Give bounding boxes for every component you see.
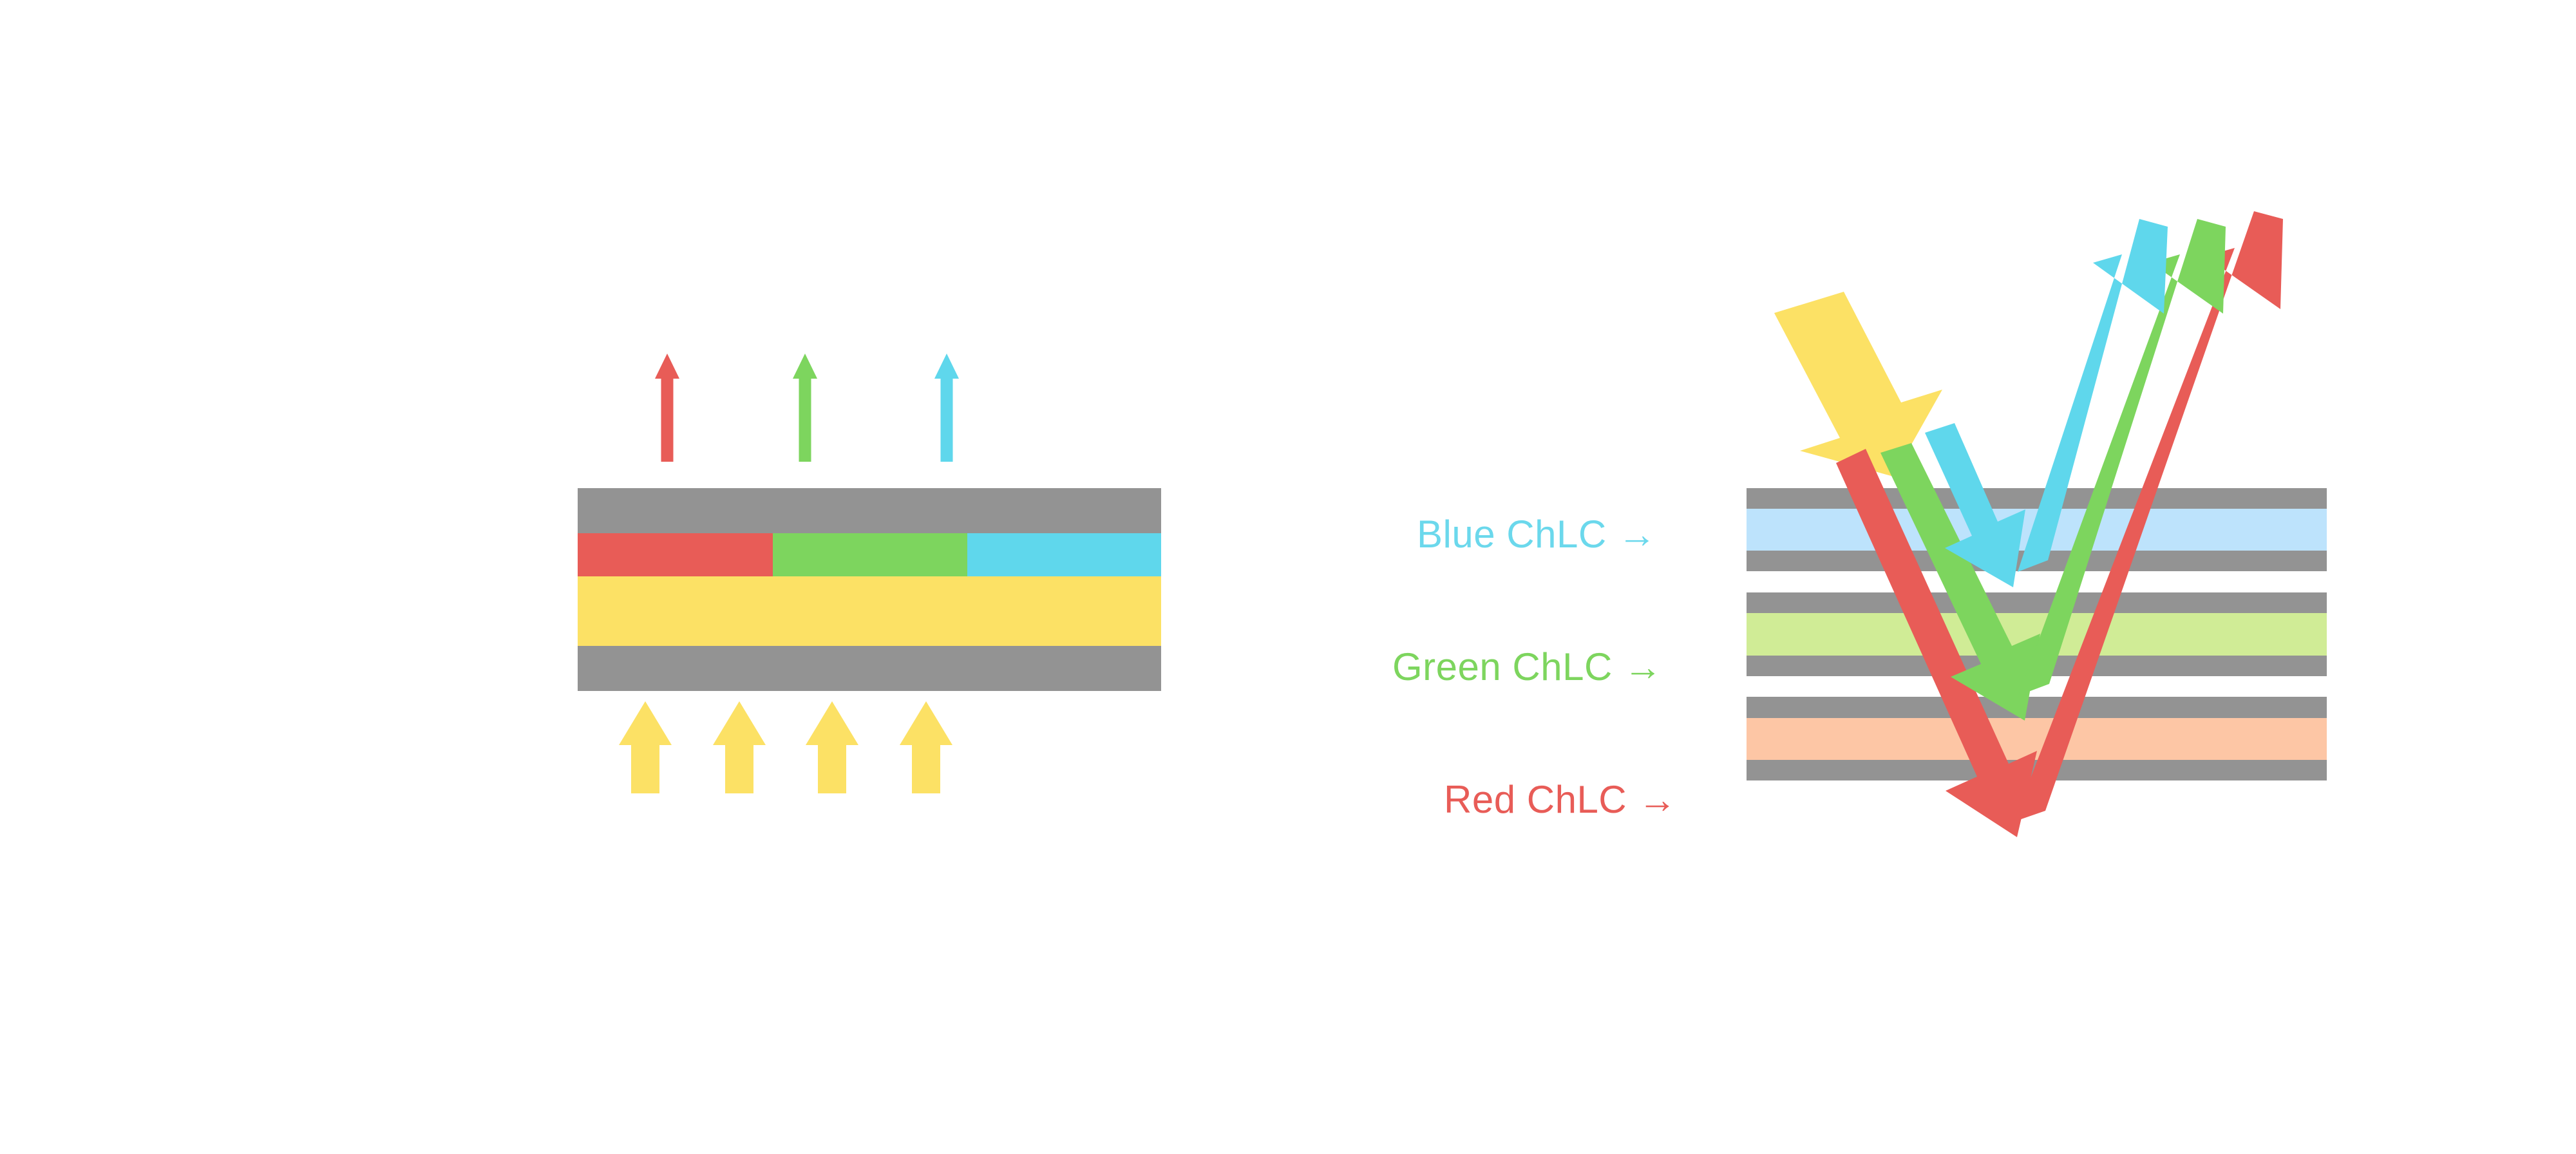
green-filter-segment (773, 533, 967, 576)
green-chlc-label: Green ChLC → (1392, 648, 1663, 686)
backlight-arrow-4 (900, 701, 952, 793)
red-outgoing-arrow (2014, 211, 2283, 822)
blue-incoming-arrow (1925, 423, 2025, 587)
red-chlc-label-arrow-icon: → (1638, 778, 1677, 821)
emitted-blue-arrow (934, 354, 959, 462)
green-outgoing-arrow (2018, 219, 2226, 695)
red-cell-top-electrode (1747, 697, 2327, 718)
ambient-light-arrow (1774, 292, 1942, 477)
blue-outgoing-arrow (2018, 219, 2168, 572)
left-panel (578, 354, 1161, 793)
green-chlc-label-arrow-icon: → (1624, 645, 1663, 688)
right-panel (1747, 211, 2327, 837)
bottom-electrode-layer (578, 646, 1161, 691)
backlight-arrow-1 (619, 701, 672, 793)
emitted-red-arrow (655, 354, 679, 462)
red-chlc-layer (1747, 718, 2327, 760)
red-filter-segment (578, 533, 773, 576)
blue-cell-top-electrode (1747, 488, 2327, 509)
blue-ray-path (1925, 219, 2168, 587)
blue-chlc-label-arrow-icon: → (1617, 513, 1657, 556)
backlight-arrow-3 (806, 701, 858, 793)
backlight-layer (578, 576, 1161, 646)
red-ray-path (1836, 211, 2283, 837)
emissive-stack (578, 488, 1161, 691)
red-chlc-label: Red ChLC → (1444, 780, 1677, 819)
blue-filter-segment (967, 533, 1161, 576)
backlight-arrow-2 (713, 701, 766, 793)
red-chlc-label-text: Red ChLC (1444, 778, 1627, 821)
green-ray-path (1880, 219, 2226, 721)
green-incoming-arrow (1880, 443, 2040, 721)
blue-chlc-label-text: Blue ChLC (1417, 513, 1607, 556)
top-electrode-layer (578, 488, 1161, 533)
green-chlc-label-text: Green ChLC (1392, 645, 1613, 688)
emitted-green-arrow (793, 354, 817, 462)
blue-chlc-label: Blue ChLC → (1417, 515, 1656, 554)
red-incoming-arrow (1836, 449, 2037, 837)
green-cell-top-electrode (1747, 592, 2327, 613)
